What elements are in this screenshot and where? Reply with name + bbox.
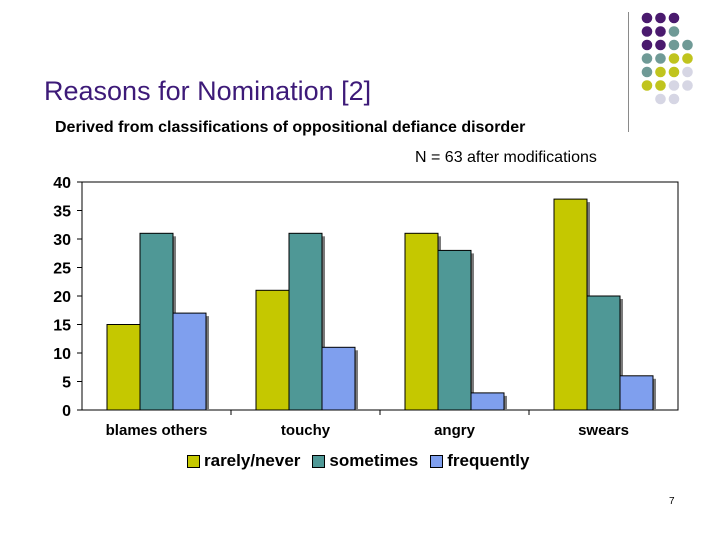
legend-swatch-rarely-never [187, 454, 200, 468]
legend-label-rarely-never: rarely/never [204, 451, 301, 470]
chart-annotation: N = 63 after modifications [415, 149, 597, 166]
decorative-dot [668, 12, 680, 24]
bar-swears-rarely-never [553, 198, 588, 411]
decorative-dot [668, 80, 680, 91]
y-tick-label: 10 [53, 346, 71, 363]
decorative-dot [655, 53, 666, 64]
bar-touchy-sometimes [288, 232, 323, 411]
decorative-dot [668, 93, 680, 105]
y-tick-label: 30 [53, 232, 71, 249]
legend-label-frequently: frequently [447, 451, 530, 470]
x-category-label: blames others [106, 422, 208, 439]
y-tick-label: 15 [53, 318, 71, 335]
y-tick-label: 5 [62, 375, 71, 392]
decorative-dot [668, 26, 680, 37]
legend-item-sometimes: sometimes [312, 451, 418, 471]
y-tick-label: 20 [53, 289, 71, 306]
decorative-dot [641, 26, 653, 37]
bar-swears-sometimes [586, 295, 621, 411]
bar-swears-frequently [619, 375, 654, 411]
decorative-dot [682, 39, 693, 51]
bar-blames-others-rarely-never [106, 324, 141, 411]
legend-swatch-frequently [430, 454, 444, 468]
decorative-dot [682, 80, 693, 91]
chart-legend: rarely/never sometimes frequently [187, 451, 529, 471]
x-category-label: swears [578, 422, 629, 439]
bar-blames-others-sometimes [139, 232, 174, 411]
decorative-dot [668, 53, 680, 64]
decorative-dot [682, 53, 693, 64]
y-tick-label: 25 [53, 261, 71, 278]
y-tick-label: 35 [53, 204, 71, 221]
decorative-dot [668, 39, 680, 51]
decorative-dot [641, 39, 653, 51]
decorative-dot [655, 12, 666, 24]
decorative-dot [655, 93, 666, 105]
decorative-dot [682, 66, 693, 78]
y-tick-label: 40 [53, 175, 71, 192]
x-category-label: angry [434, 422, 476, 439]
bar-touchy-rarely-never [255, 289, 290, 411]
decorative-dot [655, 39, 666, 51]
decorative-dot [655, 80, 666, 91]
decorative-dot [641, 66, 653, 78]
decorative-divider [628, 12, 629, 132]
bar-touchy-frequently [321, 346, 356, 411]
y-tick-label: 0 [62, 403, 71, 420]
legend-item-frequently: frequently [430, 451, 529, 471]
bar-angry-frequently [470, 392, 505, 411]
decorative-dot [641, 53, 653, 64]
decorative-dot [641, 12, 653, 24]
slide-title: Reasons for Nomination [2] [44, 76, 372, 106]
decorative-dot [655, 26, 666, 37]
legend-item-rarely-never: rarely/never [187, 451, 300, 471]
bar-blames-others-frequently [172, 312, 207, 411]
legend-label-sometimes: sometimes [329, 451, 419, 470]
decorative-dot [668, 66, 680, 78]
bar-angry-sometimes [437, 249, 472, 411]
bar-angry-rarely-never [404, 232, 439, 411]
x-category-label: touchy [281, 422, 331, 439]
legend-swatch-sometimes [312, 454, 326, 468]
decorative-dot-grid [641, 12, 693, 105]
decorative-dot [655, 66, 666, 78]
page-number: 7 [669, 496, 675, 507]
chart-title: Derived from classifications of oppositi… [55, 119, 526, 136]
decorative-dot [641, 80, 653, 91]
